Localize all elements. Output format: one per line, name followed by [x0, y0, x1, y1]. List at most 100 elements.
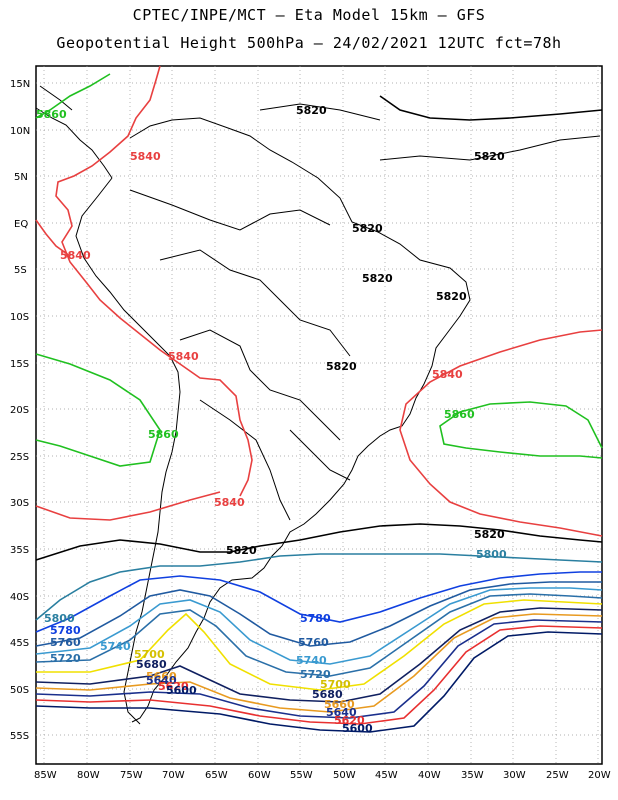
contour-label: 5640	[146, 674, 177, 687]
border-paraguay	[289, 429, 351, 481]
contour-label: 5680	[312, 688, 343, 701]
contour-label: 5760	[50, 636, 81, 649]
contour-label: 5680	[136, 658, 167, 671]
lon-label: 35W	[461, 770, 484, 781]
lat-label: 50S	[10, 685, 29, 696]
lon-label: 45W	[375, 770, 398, 781]
lat-label: 20S	[10, 405, 29, 416]
lon-label: 65W	[205, 770, 228, 781]
contour-5620	[35, 625, 603, 725]
contour-label: 5840	[432, 368, 463, 381]
contour-label: 5860	[148, 428, 179, 441]
latitude-labels: 15N 10N 5N EQ 5S 10S 15S 20S 25S 30S 35S…	[10, 79, 30, 742]
contour-label: 5660	[324, 698, 355, 711]
lat-label: 35S	[10, 545, 29, 556]
contour-label: 5700	[320, 678, 351, 691]
lon-label: 25W	[546, 770, 569, 781]
contour-label: 5820	[352, 222, 383, 235]
lat-label: 30S	[10, 498, 29, 509]
lon-label: 70W	[162, 770, 185, 781]
contour-label: 5600	[342, 722, 373, 735]
contour-5760	[35, 581, 602, 647]
contour-label: 5600	[166, 684, 197, 697]
contour-5840	[35, 65, 603, 537]
lon-label: 30W	[503, 770, 526, 781]
contour-label: 5700	[134, 648, 165, 661]
lat-label: 25S	[10, 452, 29, 463]
contour-label: 5820	[362, 272, 393, 285]
lat-label: 10S	[10, 312, 29, 323]
contour-label: 5840	[130, 150, 161, 163]
contour-label: 5800	[476, 548, 507, 561]
border-amazon	[159, 249, 351, 357]
contour-label: 5840	[214, 496, 245, 509]
contour-5700	[36, 599, 603, 691]
lon-label: 20W	[588, 770, 611, 781]
contour-label: 5820	[226, 544, 257, 557]
lon-label: 75W	[120, 770, 143, 781]
contour-label: 5860	[444, 408, 475, 421]
contour-label: 5720	[50, 652, 81, 665]
lat-label: 15S	[10, 359, 29, 370]
lon-label: 50W	[333, 770, 356, 781]
contour-5680	[35, 607, 603, 703]
lon-label: 55W	[290, 770, 313, 781]
contour-5820	[35, 95, 603, 561]
border-north	[129, 189, 331, 231]
lat-label: 10N	[10, 126, 30, 137]
contour-5600	[35, 631, 603, 733]
lat-label: 15N	[10, 79, 30, 90]
contour-label: 5820	[326, 360, 357, 373]
coast-caribbean-far	[379, 135, 601, 161]
contour-5780	[35, 571, 602, 633]
contour-5740	[35, 587, 603, 665]
lon-label: 60W	[248, 770, 271, 781]
contour-label: 5840	[168, 350, 199, 363]
contour-label: 5820	[474, 528, 505, 541]
contour-label: 5740	[296, 654, 327, 667]
contour-label: 5720	[300, 668, 331, 681]
border-argentina-north	[199, 399, 291, 521]
contour-label: 5820	[436, 290, 467, 303]
contour-label: 5800	[44, 612, 75, 625]
map-subtitle: Geopotential Height 500hPa – 24/02/2021 …	[56, 34, 562, 52]
lat-label: EQ	[14, 219, 28, 230]
contour-label: 5820	[474, 150, 505, 163]
contour-label: 5740	[100, 640, 131, 653]
contour-label: 5620	[158, 680, 189, 693]
map-title: CPTEC/INPE/MCT – Eta Model 15km – GFS	[132, 6, 486, 24]
graticule	[36, 66, 602, 764]
contour-label: 5840	[60, 249, 91, 262]
lon-label: 40W	[418, 770, 441, 781]
contour-5720	[35, 593, 603, 677]
contour-5800	[35, 553, 603, 621]
lat-label: 45S	[10, 638, 29, 649]
coastlines	[35, 85, 601, 725]
contour-label: 5780	[50, 624, 81, 637]
contour-label: 5620	[334, 714, 365, 727]
contour-5860	[35, 73, 603, 467]
lat-label: 5N	[14, 172, 28, 183]
lon-label: 85W	[34, 770, 57, 781]
contour-label: 5820	[296, 104, 327, 117]
contour-label: 5660	[146, 670, 177, 683]
contour-label: 5760	[298, 636, 329, 649]
lat-label: 40S	[10, 592, 29, 603]
coast-east-south-america	[129, 117, 471, 723]
contour-label: 5780	[300, 612, 331, 625]
contour-label: 5640	[326, 706, 357, 719]
lat-label: 5S	[14, 265, 27, 276]
lat-label: 55S	[10, 731, 29, 742]
coast-central-america-north	[39, 85, 73, 111]
contour-labels: 5820 5820 5820 5820 5820 5820 5820 5820 …	[36, 104, 507, 735]
contour-5640	[35, 619, 603, 719]
longitude-labels: 85W 80W 75W 70W 65W 60W 55W 50W 45W 40W …	[34, 770, 611, 781]
contour-5660	[35, 613, 603, 713]
map-frame	[35, 65, 603, 765]
coast-central-america	[35, 107, 113, 179]
contour-label: 5860	[36, 108, 67, 121]
border-bolivia	[179, 329, 341, 441]
lon-label: 80W	[77, 770, 100, 781]
coast-caribbean-islands	[259, 103, 381, 121]
